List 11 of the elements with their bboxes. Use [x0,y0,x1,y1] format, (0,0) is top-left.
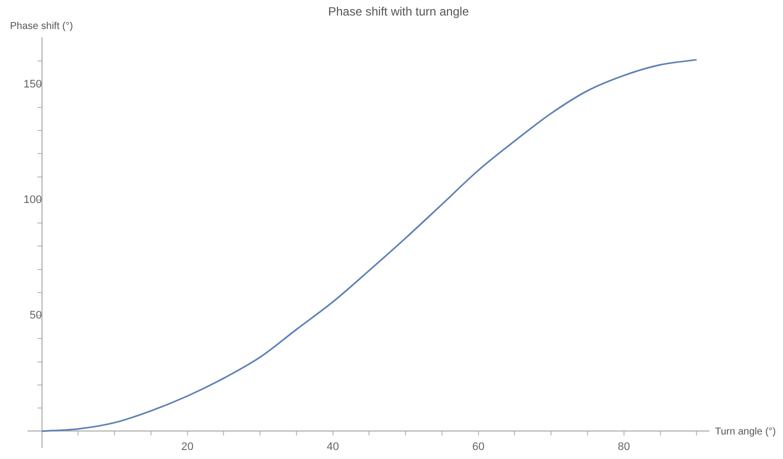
x-tick-label: 40 [326,440,339,453]
x-tick-label: 20 [181,440,194,453]
y-tick-label: 150 [23,78,42,90]
x-tick-label: 60 [472,440,484,453]
y-axis-title: Phase shift (°) [10,20,73,32]
x-tick-label: 80 [618,440,630,453]
line-series [41,58,698,432]
y-tick-label: 50 [30,310,42,322]
y-tick-label: 100 [23,194,42,206]
chart-title: Phase shift with turn angle [328,4,470,18]
x-axis-title: Turn angle (°) [715,426,776,438]
